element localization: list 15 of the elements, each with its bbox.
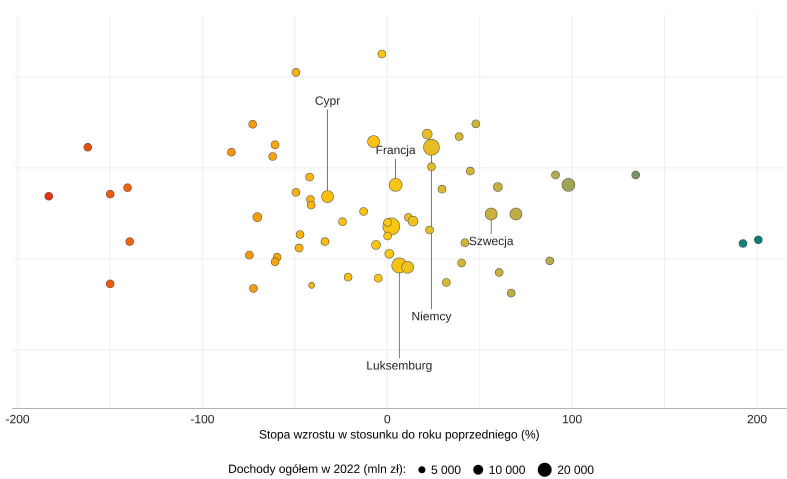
x-tick-label: -100 <box>190 414 214 424</box>
annotation: Niemcy <box>412 312 452 323</box>
x-tick-label: 0 <box>384 414 390 424</box>
x-tick-label: -200 <box>6 414 30 424</box>
x-tick-label: 200 <box>748 414 767 424</box>
legend-label: 20 000 <box>558 466 594 474</box>
legend-label: 5 000 <box>431 466 461 474</box>
annotation: Francja <box>376 145 416 157</box>
annotation: Cypr <box>316 96 340 108</box>
legend-label: 10 000 <box>490 466 525 474</box>
legend-title: Dochody ogółem w 2022 (mln zł): <box>229 464 406 476</box>
annotation: Szwecja <box>469 236 514 248</box>
annotation: Luksemburg <box>367 360 432 372</box>
x-axis-title: Stopa wzrostu w stosunku do roku poprzedniego (%) <box>260 430 539 442</box>
x-tick-label: 100 <box>563 414 582 424</box>
